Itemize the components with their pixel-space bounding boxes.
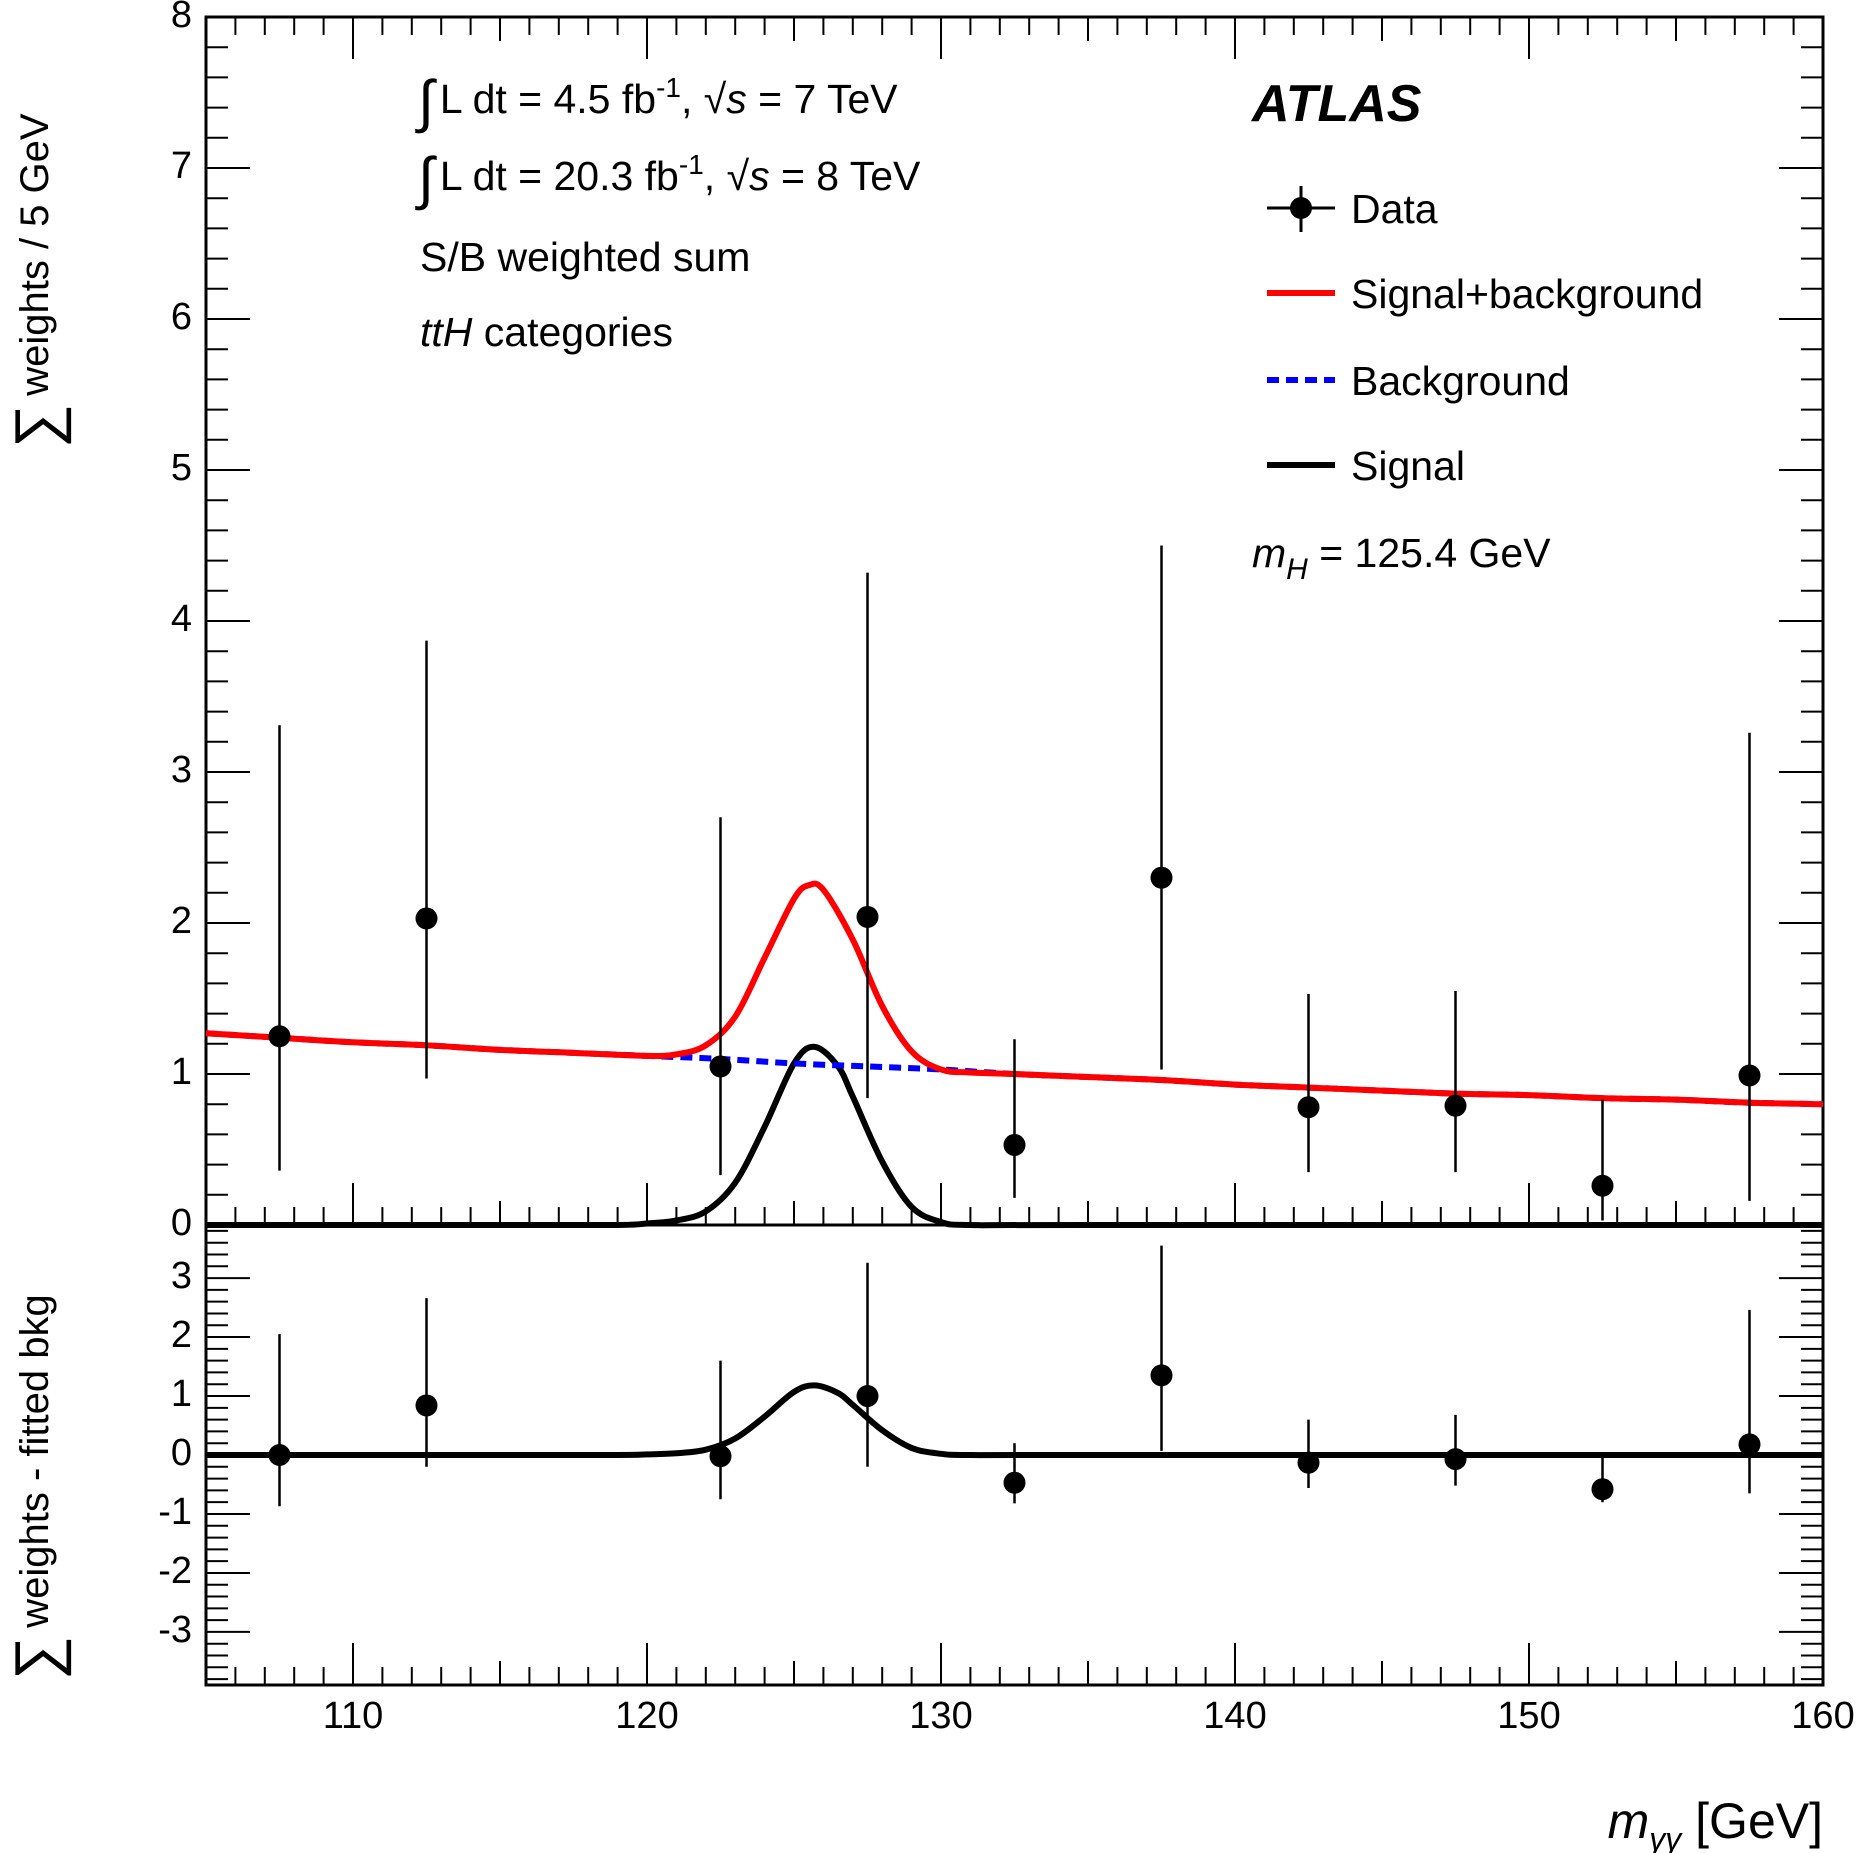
residual-plot-area bbox=[206, 1245, 1823, 1507]
x-axis-title: mγγ [GeV] bbox=[1608, 1793, 1823, 1853]
signal-curve bbox=[206, 1043, 1823, 1229]
main-y-tick-label: 1 bbox=[171, 1051, 192, 1093]
residual-point bbox=[415, 1394, 438, 1417]
main-y-axis-title: ∑weights / 5 GeV bbox=[3, 113, 72, 448]
main-y-tick-labels: 0 1 2 3 4 5 6 7 8 bbox=[171, 0, 192, 1244]
residual-point bbox=[709, 1445, 732, 1468]
residual-point bbox=[268, 1444, 291, 1466]
main-y-tick-label: 5 bbox=[171, 447, 192, 489]
higgs-mass-label: mH = 125.4 GeV bbox=[1252, 530, 1551, 586]
residual-axis-ticks bbox=[206, 1229, 1824, 1685]
main-y-tick-label: 7 bbox=[171, 145, 192, 187]
main-y-tick-label: 3 bbox=[171, 749, 192, 791]
x-tick-label: 110 bbox=[323, 1695, 384, 1737]
legend-item-signal-plus-background: Signal+background bbox=[1267, 271, 1703, 317]
x-tick-labels: 110 120 130 140 150 160 bbox=[323, 1695, 1855, 1737]
legend-label-background: Background bbox=[1351, 358, 1570, 404]
residual-point bbox=[1738, 1433, 1761, 1456]
x-tick-label: 150 bbox=[1497, 1695, 1560, 1737]
main-y-tick-label: 4 bbox=[171, 598, 192, 640]
residual-y-tick-labels: -3 -2 -1 0 1 2 3 bbox=[158, 1255, 192, 1651]
main-y-tick-label: 2 bbox=[171, 900, 192, 942]
legend-item-data: Data bbox=[1267, 186, 1438, 232]
x-tick-label: 120 bbox=[615, 1695, 678, 1737]
lumi-7tev-label: ∫ L dt = 4.5 fb-1, √s = 7 TeV bbox=[415, 69, 898, 134]
residual-point bbox=[1444, 1448, 1467, 1471]
residual-y-tick-label: 2 bbox=[171, 1314, 192, 1356]
legend-item-background: Background bbox=[1267, 358, 1570, 404]
data-point bbox=[1150, 866, 1173, 889]
legend-label-data: Data bbox=[1351, 186, 1438, 232]
main-y-tick-label: 6 bbox=[171, 296, 192, 338]
x-tick-label: 160 bbox=[1791, 1695, 1854, 1737]
residual-point bbox=[1150, 1364, 1173, 1387]
svg-text:∑weights - fitted bkg: ∑weights - fitted bkg bbox=[3, 1294, 72, 1680]
data-point bbox=[1444, 1094, 1467, 1117]
residual-point bbox=[1003, 1471, 1026, 1494]
legend-item-signal: Signal bbox=[1267, 443, 1465, 489]
legend-label-signal: Signal bbox=[1351, 443, 1465, 489]
residual-y-tick-label: 0 bbox=[171, 1432, 192, 1474]
x-tick-label: 130 bbox=[909, 1695, 972, 1737]
residual-point bbox=[1591, 1478, 1614, 1501]
residual-y-tick-label: 3 bbox=[171, 1255, 192, 1297]
weighting-label: S/B weighted sum bbox=[420, 234, 750, 280]
data-point bbox=[268, 1025, 291, 1048]
main-plot-area bbox=[205, 545, 1824, 1229]
residual-y-tick-label: -1 bbox=[158, 1491, 192, 1533]
data-point bbox=[415, 907, 438, 930]
residual-y-tick-label: -3 bbox=[158, 1609, 192, 1651]
category-label: ttH categories bbox=[420, 309, 673, 355]
x-tick-label: 140 bbox=[1203, 1695, 1266, 1737]
main-y-tick-label: 0 bbox=[171, 1202, 192, 1244]
residual-point bbox=[856, 1385, 879, 1408]
main-y-tick-label: 8 bbox=[171, 0, 192, 36]
data-point bbox=[709, 1055, 732, 1078]
data-point bbox=[1591, 1174, 1614, 1197]
residual-point bbox=[1297, 1451, 1320, 1474]
lumi-8tev-label: ∫ L dt = 20.3 fb-1, √s = 8 TeV bbox=[415, 146, 921, 211]
residual-y-tick-label: 1 bbox=[171, 1373, 192, 1415]
signal-plus-background-curve bbox=[205, 880, 1824, 1108]
legend-data-marker bbox=[1290, 197, 1312, 219]
legend: Data Signal+background Background Signal bbox=[1267, 186, 1703, 489]
data-point bbox=[1003, 1133, 1026, 1156]
residual-signal-curve bbox=[206, 1382, 1823, 1459]
residual-y-axis-title: ∑weights - fitted bkg bbox=[3, 1294, 72, 1680]
legend-label-signal-plus-background: Signal+background bbox=[1351, 271, 1703, 317]
data-point bbox=[1738, 1064, 1761, 1087]
svg-text:∑weights / 5 GeV: ∑weights / 5 GeV bbox=[3, 113, 72, 448]
data-point bbox=[856, 905, 879, 928]
data-point bbox=[1297, 1096, 1320, 1119]
residual-y-tick-label: -2 bbox=[158, 1550, 192, 1592]
atlas-label: ATLAS bbox=[1250, 75, 1422, 133]
